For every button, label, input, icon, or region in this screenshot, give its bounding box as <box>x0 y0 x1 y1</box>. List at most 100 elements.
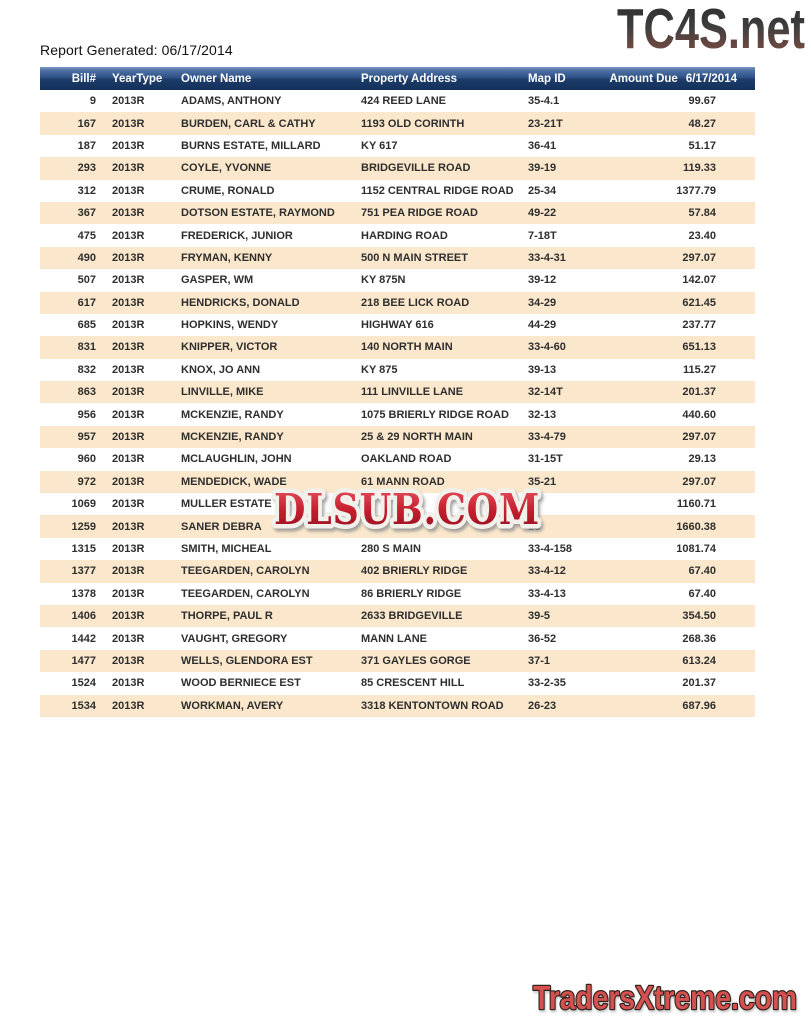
cell-bill: 831 <box>77 341 96 354</box>
cell-address: 85 CRESCENT HILL <box>361 677 465 690</box>
table-row: 312 2013R CRUME, RONALD 1152 CENTRAL RIDGE … <box>40 179 755 202</box>
cell-year: 2013R <box>112 520 145 533</box>
cell-amount: 297.07 <box>682 475 716 488</box>
report-generated-label: Report Generated: 06/17/2014 <box>40 42 233 58</box>
cell-year: 2013R <box>112 431 145 444</box>
cell-bill: 1406 <box>71 610 96 623</box>
cell-bill: 490 <box>77 251 96 264</box>
cell-map: 34-29 <box>528 296 557 309</box>
table-row: 832 2013R KNOX, JO ANN KY 875 39-13 115.27 <box>40 358 755 382</box>
cell-map: 25-34 <box>528 184 557 197</box>
cell-bill: 972 <box>77 475 96 488</box>
cell-amount: 613.24 <box>682 654 716 667</box>
cell-address: 25 & 29 NORTH MAIN <box>361 431 473 444</box>
cell-year: 2013R <box>112 543 145 555</box>
dlsub-watermark: DLSUB.COM <box>270 481 544 539</box>
cell-map: 7-18T <box>528 229 557 242</box>
dlsub-watermark-text: DLSUB.COM <box>274 485 540 534</box>
cell-address: 424 REED LANE <box>361 95 446 108</box>
column-header-yeartype: YearType <box>112 72 163 85</box>
cell-address: 500 N MAIN STREET <box>361 251 468 264</box>
cell-address: 1193 OLD CORINTH <box>361 117 465 130</box>
traders-xtreme-logo[interactable]: TradersXtreme.com <box>520 976 810 1020</box>
cell-bill: 167 <box>77 117 96 130</box>
table-row: 957 2013R MCKENZIE, RANDY 25 & 29 NORTH MAI… <box>40 425 755 449</box>
table-row: 1069 2013R MULLER ESTATE -8 1160.71 <box>40 493 755 516</box>
table-row: 490 2013R FRYMAN, KENNY 500 N MAIN STREET 33… <box>40 246 755 270</box>
cell-year: 2013R <box>112 475 145 488</box>
cell-owner: FRYMAN, KENNY <box>181 251 273 264</box>
cell-map: 33-4-79 <box>528 431 566 444</box>
cell-year: 2013R <box>112 363 145 376</box>
cell-owner: MCLAUGHLIN, JOHN <box>181 453 292 466</box>
cell-map: 39-5 <box>528 610 551 623</box>
cell-bill: 9 <box>89 95 96 108</box>
table-row: 863 2013R LINVILLE, MIKE 111 LINVILLE LANE 3… <box>40 381 755 404</box>
column-header-bill: Bill# <box>71 72 96 85</box>
cell-map: 35-21 <box>528 475 557 488</box>
cell-year: 2013R <box>112 162 145 175</box>
table-row: 1406 2013R THORPE, PAUL R 2633 BRIDGEVILLE 3… <box>40 604 755 628</box>
table-body: 9 2013R ADAMS, ANTHONY 424 REED LANE 35-4.1 9… <box>40 90 755 717</box>
cell-owner: TEEGARDEN, CAROLYN <box>181 565 310 578</box>
cell-year: 2013R <box>112 498 145 511</box>
cell-map: 33-4-31 <box>528 251 566 264</box>
cell-bill: 863 <box>77 386 96 399</box>
cell-map: 13 <box>528 520 541 533</box>
cell-bill: 957 <box>77 431 96 444</box>
cell-amount: 1377.79 <box>676 184 716 197</box>
cell-address: 1075 BRIERLY RIDGE ROAD <box>361 408 509 421</box>
cell-amount: 48.27 <box>688 117 716 130</box>
cell-owner: MULLER ESTATE <box>181 498 272 511</box>
cell-amount: 297.07 <box>682 431 716 444</box>
cell-address: 140 NORTH MAIN <box>361 341 453 354</box>
cell-address: KY 875 <box>361 363 398 376</box>
table-row: 1378 2013R TEEGARDEN, CAROLYN 86 BRIERLY RI… <box>40 582 755 605</box>
tax-table: Bill# YearType Owner Name Property Addre… <box>40 67 755 717</box>
cell-owner: LINVILLE, MIKE <box>181 386 264 399</box>
cell-amount: 51.17 <box>688 139 716 152</box>
cell-bill: 187 <box>77 139 96 152</box>
cell-amount: 201.37 <box>682 386 716 399</box>
table-row: 187 2013R BURNS ESTATE, MILLARD KY 617 36-41… <box>40 134 755 158</box>
cell-bill: 832 <box>77 363 96 376</box>
tc4s-logo[interactable]: TC4S.net <box>608 0 808 56</box>
table-row: 960 2013R MCLAUGHLIN, JOHN OAKLAND ROAD 31-1… <box>40 448 755 471</box>
column-header-address: Property Address <box>361 72 458 85</box>
cell-amount: 440.60 <box>682 408 716 421</box>
cell-amount: 268.36 <box>682 632 716 645</box>
cell-year: 2013R <box>112 386 145 399</box>
cell-owner: FREDERICK, JUNIOR <box>181 229 293 242</box>
cell-amount: 1081.74 <box>676 543 716 555</box>
cell-amount: 119.33 <box>682 162 716 175</box>
cell-year: 2013R <box>112 453 145 466</box>
cell-owner: WORKMAN, AVERY <box>181 699 284 712</box>
cell-owner: MCKENZIE, RANDY <box>181 408 284 421</box>
cell-map: -8 <box>528 498 538 511</box>
table-row: 617 2013R HENDRICKS, DONALD 218 BEE LICK RO… <box>40 291 755 314</box>
cell-address: 86 BRIERLY RIDGE <box>361 587 462 600</box>
cell-amount: 1660.38 <box>676 520 716 533</box>
table-row: 1377 2013R TEEGARDEN, CAROLYN 402 BRIERLY R… <box>40 560 755 583</box>
cell-address: 371 GAYLES GORGE <box>361 654 471 667</box>
cell-owner: VAUGHT, GREGORY <box>181 632 288 645</box>
cell-map: 39-12 <box>528 274 557 287</box>
cell-owner: BURDEN, CARL & CATHY <box>181 117 316 130</box>
cell-owner: DOTSON ESTATE, RAYMOND <box>181 207 335 220</box>
cell-owner: WELLS, GLENDORA EST <box>181 654 313 667</box>
cell-bill: 685 <box>77 319 96 332</box>
cell-map: 33-4-158 <box>528 543 573 555</box>
cell-amount: 621.45 <box>682 296 716 309</box>
cell-address: KY 875N <box>361 274 406 287</box>
cell-map: 31-15T <box>528 453 563 466</box>
cell-address: 2633 BRIDGEVILLE <box>361 610 463 623</box>
table-row: 507 2013R GASPER, WM KY 875N 39-12 142.07 <box>40 269 755 292</box>
cell-owner: GASPER, WM <box>181 274 254 287</box>
cell-year: 2013R <box>112 610 145 623</box>
cell-map: 26-23 <box>528 699 557 712</box>
cell-map: 32-13 <box>528 408 557 421</box>
cell-bill: 1259 <box>71 520 96 533</box>
table-row: 167 2013R BURDEN, CARL & CATHY 1193 OLD COR… <box>40 112 755 135</box>
cell-amount: 99.67 <box>688 95 716 108</box>
column-header-amount-due: Amount Due 6/17/2014 <box>600 73 755 85</box>
